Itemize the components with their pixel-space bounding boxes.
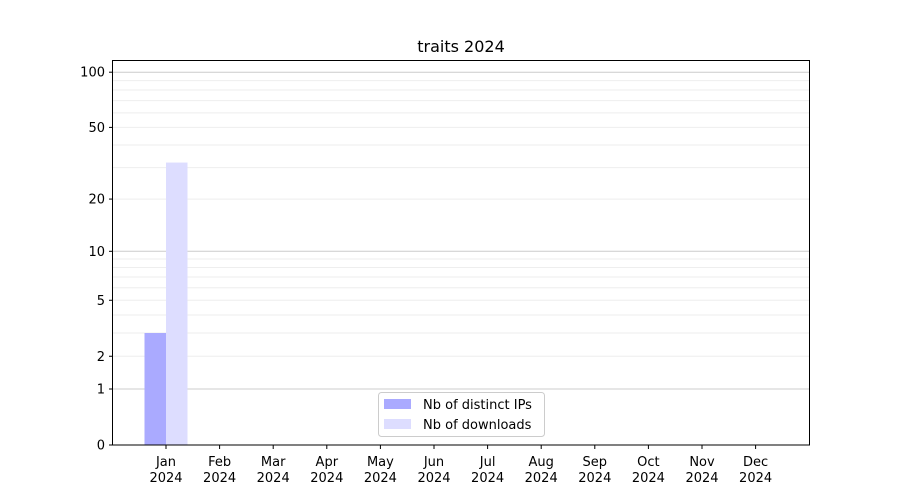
y-tick-label: 10 [88, 245, 105, 260]
x-tick-label: Dec 2024 [739, 455, 772, 486]
legend-swatch [384, 419, 411, 429]
chart-title: traits 2024 [417, 37, 505, 56]
bar-downloads [166, 226, 188, 445]
y-tick-label: 100 [80, 66, 105, 81]
legend-label: Nb of distinct IPs [423, 398, 532, 413]
x-tick-label: May 2024 [364, 455, 397, 486]
bar-distinct-ips [144, 356, 166, 445]
y-tick-label: 1 [97, 383, 105, 398]
x-tick-label: Jan 2024 [149, 455, 182, 486]
x-tick-label: Nov 2024 [685, 455, 718, 486]
y-tick-label: 2 [97, 350, 105, 365]
plot-frame [112, 60, 810, 446]
y-tick-label: 0 [97, 439, 105, 454]
y-tick-label: 5 [97, 294, 105, 309]
x-tick-label: Aug 2024 [525, 455, 558, 486]
x-tick-label: Feb 2024 [203, 455, 236, 486]
legend: Nb of distinct IPs Nb of downloads [378, 392, 545, 437]
x-tick-label: Jul 2024 [471, 455, 504, 486]
x-tick-label: Mar 2024 [257, 455, 290, 486]
y-tick-label: 20 [88, 193, 105, 208]
legend-swatch [384, 399, 411, 409]
x-tick-label: Jun 2024 [417, 455, 450, 486]
x-tick-label: Oct 2024 [632, 455, 665, 486]
legend-label: Nb of downloads [423, 418, 532, 433]
y-tick-label: 50 [88, 121, 105, 136]
x-tick-label: Apr 2024 [310, 455, 343, 486]
x-tick-label: Sep 2024 [578, 455, 611, 486]
